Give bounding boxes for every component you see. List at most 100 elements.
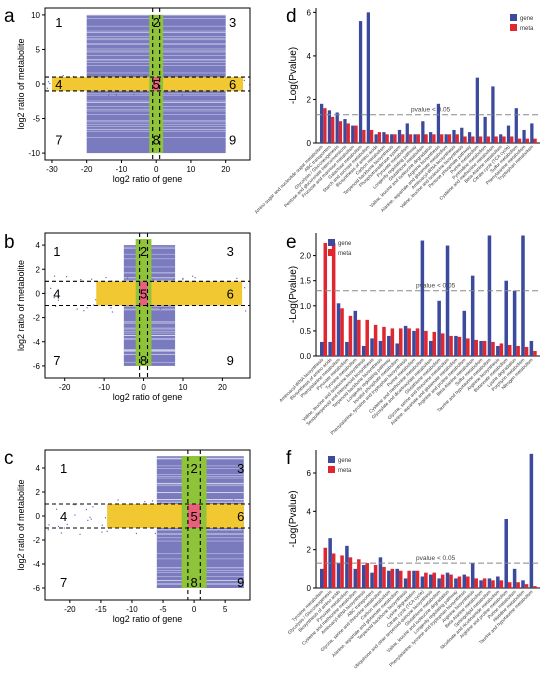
point [245, 310, 247, 312]
bar-gene [496, 576, 500, 588]
bar-meta [331, 553, 336, 588]
point [133, 93, 135, 96]
y-tick-label: -2 [33, 536, 41, 545]
bar-gene [358, 21, 363, 144]
x-tick-label: -10 [116, 165, 128, 174]
y-tick-label: 0 [307, 584, 312, 593]
point [93, 304, 95, 306]
point [182, 277, 184, 280]
point [53, 296, 55, 299]
point [83, 310, 85, 312]
y-tick-label: 5 [36, 45, 41, 54]
x-tick-label: 10 [186, 165, 195, 174]
bar-meta [385, 134, 389, 143]
region-label: 7 [55, 132, 62, 147]
x-tick-label: -15 [95, 605, 107, 614]
panel-label-c: c [4, 448, 14, 469]
y-tick-label: -6 [33, 362, 41, 371]
point [145, 74, 147, 76]
bar-gene [378, 340, 383, 356]
bar-meta [331, 116, 335, 143]
scatter-points [50, 239, 247, 366]
point [101, 531, 103, 533]
bar-gene [412, 570, 416, 588]
bar-gene [504, 280, 508, 356]
region-label: 6 [237, 509, 244, 524]
bar-meta [449, 574, 453, 588]
region-label: 9 [237, 575, 244, 590]
bar-gene [390, 134, 394, 143]
bar-gene [514, 108, 518, 143]
y-tick-label: 6 [307, 469, 312, 478]
region-label: 3 [229, 15, 236, 30]
point [47, 529, 49, 531]
bar-gene [387, 570, 391, 588]
legend-label: gene [338, 458, 352, 464]
point [87, 519, 89, 522]
bar-meta [466, 576, 470, 588]
bar-gene [530, 123, 534, 143]
bar-gene [479, 340, 483, 356]
y-axis-label: -Log(Pvalue) [288, 47, 299, 104]
point [144, 501, 146, 503]
bar-gene [452, 129, 456, 143]
bar-gene [345, 341, 349, 356]
x-tick-label: -10 [98, 383, 110, 392]
bar-meta [474, 578, 478, 588]
bar-meta [491, 580, 495, 588]
y-tick-label: 2 [36, 488, 41, 497]
region-label: 4 [55, 77, 62, 92]
point [110, 307, 112, 309]
bar-gene [413, 134, 417, 143]
point [161, 307, 164, 309]
bar-gene [521, 235, 525, 356]
y-axis-label: -Log(Pvalue) [288, 490, 299, 547]
point [182, 76, 185, 78]
bar-gene [437, 578, 441, 588]
region-label: 4 [60, 509, 67, 524]
threshold-label: pvalue < 0.05 [416, 283, 456, 290]
y-tick-label: -10 [28, 149, 40, 158]
point [244, 287, 246, 289]
bar-meta [507, 582, 512, 588]
point [130, 74, 132, 76]
bar-gene [504, 519, 508, 588]
point-center-pink [139, 281, 148, 306]
bar-gene [395, 343, 399, 356]
bar-meta [415, 570, 420, 588]
scatter-points [46, 14, 250, 154]
legend-label: meta [338, 468, 352, 474]
bar-meta [323, 547, 328, 588]
bar-meta [398, 570, 403, 588]
bar-meta [398, 328, 403, 356]
y-tick-label: 0 [36, 289, 41, 298]
bar-gene [361, 565, 366, 588]
point [48, 524, 50, 526]
point [232, 499, 235, 501]
bar-gene [470, 563, 475, 588]
bar-panel-e: 0.00.51.01.52.0-Log(Pvalue)Aminoacyl-tRN… [278, 233, 540, 436]
bar-gene [429, 340, 433, 356]
legend-swatch [510, 14, 517, 21]
bar-gene [479, 580, 483, 588]
point [182, 279, 184, 281]
bar-gene [445, 245, 450, 356]
y-tick-label: 0 [307, 139, 312, 148]
bar-gene [475, 77, 479, 143]
bar-gene [467, 132, 472, 143]
bar-meta [432, 572, 437, 588]
bar-gene [320, 568, 324, 588]
point [96, 91, 98, 93]
y-axis-label: -Log(Pvalue) [288, 266, 299, 323]
point [154, 532, 156, 535]
bar-meta [323, 108, 327, 143]
bar-meta [390, 328, 395, 356]
x-tick-label: 5 [223, 605, 228, 614]
plot-frame [44, 449, 251, 601]
bar-meta [424, 134, 428, 143]
bar-meta [502, 136, 506, 143]
y-tick-label: 4 [36, 464, 41, 473]
bar-meta [466, 338, 470, 356]
